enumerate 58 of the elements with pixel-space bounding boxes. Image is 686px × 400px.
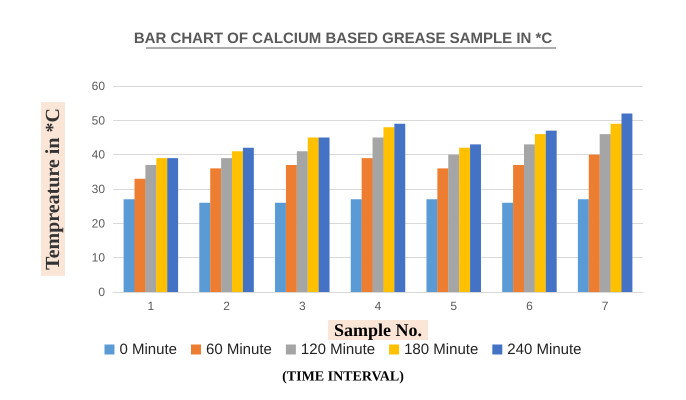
bar (534, 134, 546, 292)
bar (394, 124, 406, 292)
y-tick-label: 60 (92, 79, 106, 93)
y-tick-label: 50 (92, 113, 106, 128)
y-tick-label: 30 (92, 182, 106, 196)
bar (210, 168, 222, 292)
y-axis-title: Tempreature in *C (42, 108, 64, 270)
bar (296, 151, 308, 292)
bar (372, 138, 384, 292)
bar (578, 199, 589, 292)
bar (459, 148, 470, 292)
bar (362, 158, 373, 292)
bar (600, 134, 611, 292)
x-tick-label: 7 (602, 299, 609, 313)
legend-label: 180 Minute (404, 341, 478, 358)
bar (610, 124, 622, 292)
legend-label: 240 Minute (507, 341, 582, 358)
x-tick-label: 2 (223, 299, 230, 313)
bar (134, 178, 146, 292)
bar (124, 199, 135, 292)
x-axis-title: Sample No. (334, 320, 422, 340)
bar (502, 202, 514, 292)
bar (242, 148, 254, 292)
bar (350, 199, 362, 292)
bar (232, 151, 243, 292)
bar (546, 130, 557, 292)
bar (145, 164, 156, 292)
bar (448, 154, 460, 292)
bar (221, 158, 232, 292)
y-tick-label: 20 (92, 216, 106, 230)
chart-title: BAR CHART OF CALCIUM BASED GREASE SAMPLE IN *C (134, 30, 552, 47)
bar (156, 158, 168, 292)
bar (308, 138, 319, 292)
x-tick-label: 1 (148, 299, 155, 313)
bar (275, 202, 286, 292)
legend-label: 120 Minute (300, 341, 376, 358)
x-tick-label: 3 (298, 299, 306, 313)
bar (286, 164, 297, 292)
bar (588, 154, 600, 292)
x-tick-label: 4 (374, 299, 382, 313)
text: (TIME INTERVAL) (282, 370, 404, 384)
y-tick-label: 10 (92, 250, 106, 265)
legend-label: 0 Minute (119, 341, 178, 358)
y-tick-label: 40 (92, 148, 106, 162)
bar (437, 168, 448, 292)
bar (199, 202, 210, 292)
bar (383, 127, 394, 292)
bar (318, 138, 330, 292)
bar (167, 158, 178, 292)
bar (470, 144, 481, 292)
legend-label: 60 Minute (206, 341, 272, 358)
bar (426, 199, 438, 292)
bar (524, 144, 535, 292)
bar (621, 113, 632, 292)
x-tick-label: 6 (526, 299, 534, 313)
x-tick-label: 5 (450, 299, 458, 313)
bar (513, 164, 524, 292)
y-tick-label: 0 (98, 285, 106, 299)
